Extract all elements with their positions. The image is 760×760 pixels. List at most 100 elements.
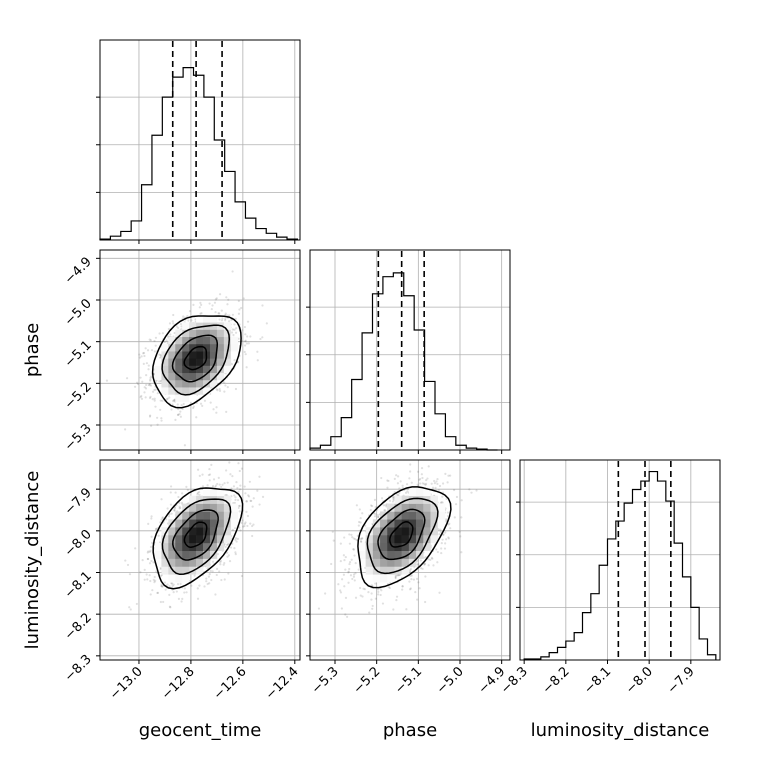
scatter-point — [363, 588, 366, 591]
scatter-point — [337, 583, 340, 586]
scatter-point — [199, 402, 203, 405]
scatter-point — [157, 534, 160, 537]
scatter-point — [218, 312, 221, 315]
panel-frame — [99, 39, 301, 241]
scatter-point — [179, 506, 182, 509]
density-cell — [161, 358, 169, 366]
density-cell — [182, 511, 190, 520]
scatter-point — [359, 540, 363, 543]
scatter-point — [223, 482, 226, 485]
density-cell — [189, 527, 197, 536]
x-tick-label: −5.0 — [434, 664, 467, 697]
scatter-point — [240, 467, 244, 470]
scatter-point — [221, 483, 224, 486]
scatter-point — [421, 476, 424, 480]
scatter-point — [475, 489, 478, 492]
density-cell — [196, 365, 204, 374]
density-cell — [189, 351, 197, 359]
density-cell — [223, 365, 232, 374]
density-cell — [372, 558, 381, 567]
scatter-point — [447, 474, 450, 477]
density-cell — [203, 379, 211, 388]
scatter-point — [219, 561, 222, 564]
density-cell — [189, 535, 197, 544]
density-cell — [365, 527, 374, 536]
scatter-point — [214, 484, 218, 487]
scatter-point — [382, 504, 385, 507]
density-cell — [175, 351, 183, 359]
y-tick-label: −5.1 — [62, 338, 95, 371]
x-tick-label: −8.3 — [498, 664, 531, 697]
pair-panel-geocent_time-luminosity_distance — [99, 454, 301, 661]
density-cell — [209, 315, 218, 323]
scatter-point — [215, 297, 218, 300]
scatter-point — [444, 518, 448, 521]
density-cell — [196, 329, 204, 338]
scatter-point — [160, 419, 163, 422]
density-cell — [175, 519, 183, 528]
scatter-point — [128, 606, 131, 609]
scatter-point — [418, 477, 422, 481]
density-cell — [387, 550, 395, 559]
scatter-point — [183, 591, 186, 594]
density-cell — [372, 527, 381, 536]
scatter-point — [348, 542, 351, 545]
scatter-point — [409, 574, 412, 578]
density-cell — [196, 566, 204, 575]
y-tick-label: −4.9 — [62, 255, 95, 288]
scatter-point — [175, 325, 178, 328]
scatter-point — [141, 559, 144, 562]
scatter-point — [238, 308, 241, 311]
density-cell — [437, 519, 446, 528]
scatter-point — [168, 322, 172, 325]
density-cell — [189, 387, 197, 395]
scatter-point — [361, 537, 364, 540]
scatter-point — [212, 408, 215, 411]
hist-panel-phase — [306, 249, 511, 451]
scatter-point — [223, 390, 226, 393]
scatter-point — [220, 319, 224, 322]
scatter-point — [168, 605, 172, 608]
scatter-point — [374, 506, 377, 509]
y-tick-label: −5.0 — [62, 296, 95, 329]
density-cell — [223, 336, 232, 345]
scatter-point — [219, 563, 222, 566]
scatter-point — [150, 515, 153, 518]
scatter-point — [150, 424, 153, 427]
scatter-point — [178, 413, 181, 416]
scatter-point — [196, 597, 200, 600]
scatter-point — [166, 397, 169, 400]
scatter-point — [215, 406, 218, 409]
density-cell — [168, 387, 176, 395]
density-cell — [209, 322, 218, 330]
scatter-point — [418, 587, 421, 590]
scatter-point — [352, 547, 355, 551]
density-cell — [223, 535, 232, 544]
density-cell — [401, 535, 410, 544]
scatter-point — [395, 595, 399, 598]
density-cell — [209, 372, 218, 381]
density-cell — [216, 358, 225, 366]
scatter-point — [353, 579, 356, 582]
density-cell — [175, 542, 183, 552]
density-cell — [209, 487, 218, 497]
contour-line — [151, 315, 242, 409]
density-cell — [189, 394, 197, 402]
scatter-point — [217, 476, 220, 479]
scatter-point — [359, 537, 362, 541]
scatter-point — [153, 575, 156, 579]
scatter-point — [209, 401, 212, 404]
density-cell — [216, 343, 225, 352]
scatter-point — [147, 383, 150, 386]
contour-line — [183, 521, 208, 548]
scatter-point — [258, 503, 261, 506]
scatter-point — [224, 454, 226, 456]
scatter-point — [349, 574, 353, 577]
scatter-point — [350, 558, 353, 561]
scatter-point — [371, 607, 374, 610]
scatter-point — [221, 317, 224, 320]
scatter-point — [164, 588, 167, 591]
scatter-point — [234, 552, 237, 556]
scatter-point — [370, 584, 373, 587]
density-cell — [182, 343, 190, 352]
